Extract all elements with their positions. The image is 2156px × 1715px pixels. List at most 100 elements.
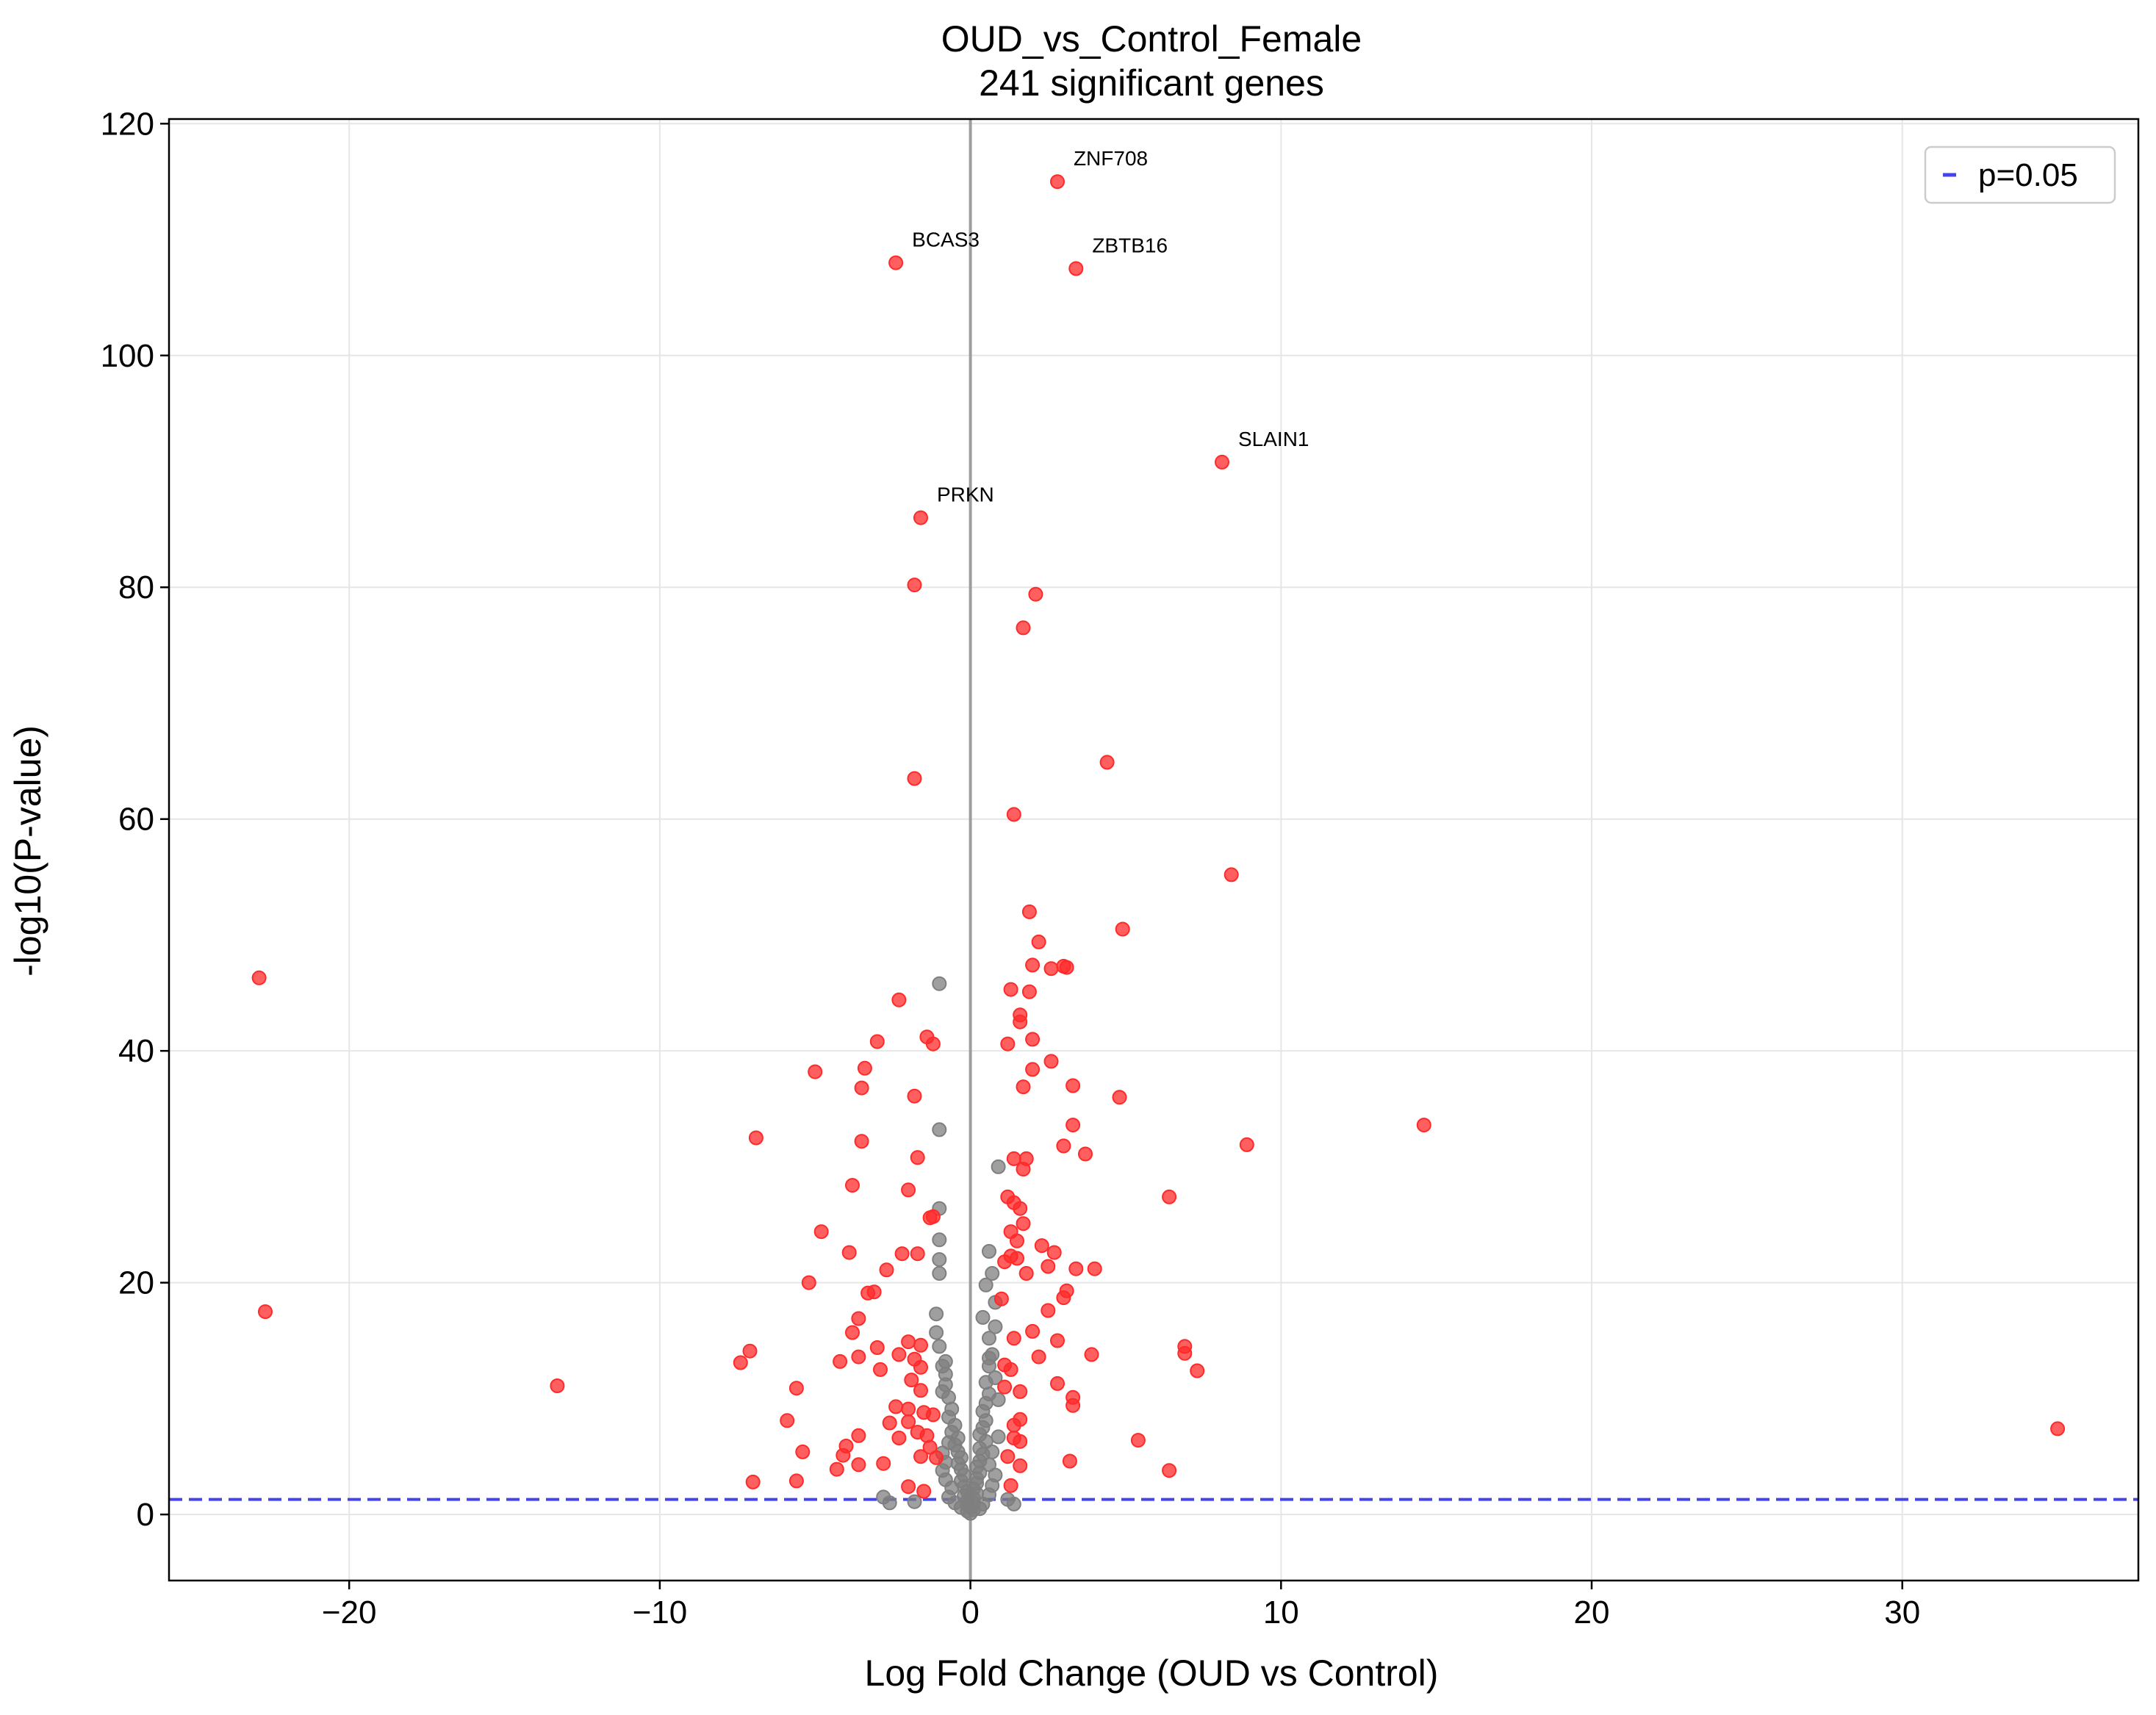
significant-gene-point bbox=[869, 1340, 885, 1355]
significant-gene-point bbox=[888, 255, 904, 270]
non-significant-gene-point bbox=[985, 1266, 1000, 1281]
legend-box bbox=[1924, 145, 2116, 204]
significant-gene-point bbox=[907, 1088, 922, 1104]
non-significant-gene-point bbox=[991, 1429, 1006, 1445]
significant-gene-point bbox=[1013, 1201, 1028, 1216]
significant-gene-point bbox=[1000, 1036, 1016, 1051]
x-tick-label: 20 bbox=[1574, 1594, 1610, 1630]
non-significant-gene-point bbox=[932, 1232, 947, 1248]
non-significant-gene-point bbox=[935, 1384, 950, 1399]
x-tick-label: 10 bbox=[1263, 1594, 1299, 1630]
significant-gene-point bbox=[922, 1210, 938, 1226]
significant-gene-point bbox=[1016, 620, 1031, 636]
non-significant-gene-point bbox=[972, 1501, 988, 1517]
significant-gene-point bbox=[1013, 1014, 1028, 1029]
significant-gene-point bbox=[1025, 957, 1041, 973]
gene-label: BCAS3 bbox=[912, 229, 980, 251]
chart-subtitle: 241 significant genes bbox=[979, 62, 1324, 104]
non-significant-gene-point bbox=[982, 1457, 996, 1473]
data-points bbox=[251, 174, 2066, 1521]
significant-gene-point bbox=[1013, 1458, 1028, 1473]
significant-gene-point bbox=[910, 1246, 925, 1262]
significant-gene-point bbox=[1013, 1384, 1028, 1399]
significant-gene-point bbox=[1059, 960, 1074, 975]
significant-gene-point bbox=[997, 1254, 1013, 1270]
non-significant-gene-point bbox=[1006, 1496, 1021, 1511]
non-significant-gene-point bbox=[932, 1339, 947, 1354]
significant-gene-point bbox=[833, 1353, 848, 1369]
gene-label: PRKN bbox=[937, 483, 994, 506]
significant-gene-point bbox=[795, 1444, 811, 1459]
non-significant-gene-point bbox=[941, 1435, 956, 1450]
significant-gene-point bbox=[829, 1461, 844, 1477]
significant-gene-point bbox=[894, 1246, 910, 1262]
significant-gene-point bbox=[904, 1373, 919, 1388]
chart-title: OUD_vs_Control_Female bbox=[941, 18, 1362, 60]
significant-gene-point bbox=[1016, 1216, 1031, 1232]
significant-gene-point bbox=[913, 1359, 928, 1375]
non-significant-gene-point bbox=[929, 1325, 944, 1340]
significant-gene-point bbox=[1068, 1261, 1084, 1276]
significant-gene-point bbox=[1021, 904, 1037, 919]
non-significant-gene-point bbox=[991, 1392, 1006, 1407]
significant-gene-point bbox=[851, 1311, 866, 1326]
significant-gene-point bbox=[1050, 1333, 1065, 1348]
legend: p=0.05 bbox=[1924, 145, 2116, 204]
significant-gene-point bbox=[258, 1304, 273, 1320]
gene-label: ZNF708 bbox=[1074, 147, 1148, 170]
significant-gene-point bbox=[891, 1431, 907, 1445]
significant-gene-point bbox=[901, 1414, 916, 1429]
significant-gene-point bbox=[913, 1449, 928, 1464]
significant-gene-point bbox=[879, 1262, 894, 1278]
significant-gene-point bbox=[1190, 1363, 1205, 1378]
significant-gene-point bbox=[1115, 921, 1130, 937]
significant-gene-point bbox=[907, 578, 922, 593]
significant-gene-point bbox=[888, 1399, 904, 1414]
significant-gene-point bbox=[854, 1134, 869, 1149]
significant-gene-point bbox=[1010, 1251, 1024, 1266]
non-significant-gene-point bbox=[985, 1444, 1000, 1459]
non-significant-gene-point bbox=[932, 1252, 947, 1268]
significant-gene-point bbox=[925, 1036, 941, 1051]
significant-gene-point bbox=[910, 1150, 925, 1165]
significant-gene-point bbox=[1078, 1146, 1093, 1162]
significant-gene-point bbox=[808, 1064, 823, 1079]
significant-gene-point bbox=[1016, 1162, 1031, 1177]
significant-gene-point bbox=[801, 1275, 816, 1290]
significant-gene-point bbox=[1056, 1138, 1071, 1154]
non-significant-gene-point bbox=[929, 1306, 944, 1322]
significant-gene-point bbox=[845, 1325, 860, 1340]
y-axis-label: -log10(P-value) bbox=[7, 725, 48, 977]
significant-gene-point bbox=[925, 1407, 941, 1423]
non-significant-gene-point bbox=[982, 1331, 996, 1346]
significant-gene-point bbox=[1006, 1331, 1021, 1346]
significant-gene-point bbox=[1003, 1362, 1018, 1377]
y-tick-label: 40 bbox=[118, 1033, 154, 1069]
significant-gene-point bbox=[742, 1343, 758, 1359]
significant-gene-point bbox=[836, 1448, 851, 1463]
significant-gene-point bbox=[1066, 1398, 1081, 1413]
significant-gene-point bbox=[1162, 1189, 1177, 1204]
significant-gene-point bbox=[1112, 1090, 1127, 1105]
gene-annotations: ZNF708 BCAS3 ZBTB16 SLAIN1 PRKN bbox=[912, 147, 1309, 506]
significant-gene-point bbox=[1177, 1345, 1193, 1361]
significant-gene-point bbox=[1162, 1463, 1177, 1478]
reference-lines bbox=[169, 119, 2138, 1581]
plot-frame bbox=[168, 118, 2140, 1582]
non-significant-gene-point bbox=[932, 1266, 947, 1281]
non-significant-gene-point bbox=[978, 1277, 993, 1292]
significant-gene-point bbox=[841, 1245, 857, 1260]
significant-gene-point bbox=[1084, 1347, 1099, 1362]
significant-gene-point bbox=[1025, 1062, 1041, 1077]
gene-label: ZBTB16 bbox=[1092, 234, 1168, 256]
x-tick-label: −20 bbox=[322, 1594, 377, 1630]
significant-gene-point bbox=[851, 1457, 866, 1473]
non-significant-gene-point bbox=[907, 1494, 922, 1509]
significant-gene-point bbox=[1003, 1478, 1018, 1493]
significant-gene-point bbox=[1003, 982, 1018, 997]
y-tick-label: 20 bbox=[118, 1265, 154, 1301]
significant-gene-point bbox=[1130, 1433, 1146, 1448]
significant-gene-point bbox=[901, 1182, 916, 1198]
